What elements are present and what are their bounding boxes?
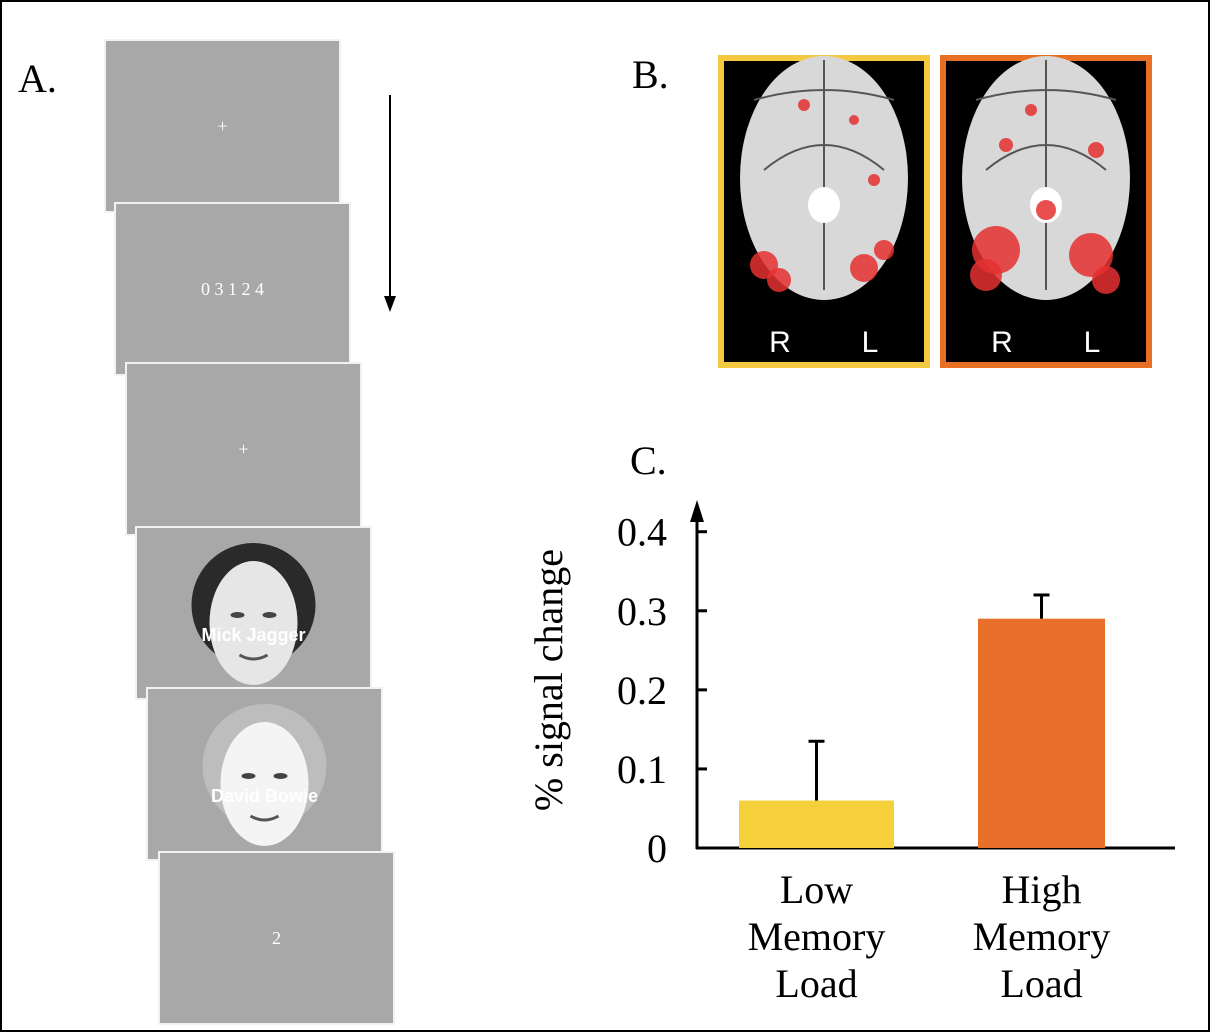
slide: David Bowie — [146, 687, 383, 861]
slide-bg — [114, 202, 351, 376]
activation — [999, 138, 1013, 152]
y-tick-label: 0.1 — [617, 747, 667, 792]
slide: 2 — [158, 851, 395, 1025]
error-bar — [808, 739, 825, 801]
hemisphere-label: L — [862, 326, 879, 359]
activation — [1069, 233, 1113, 277]
x-tick-label: Low Memory Load — [747, 867, 886, 1006]
y-tick-label: 0.2 — [617, 668, 667, 713]
activation — [767, 268, 791, 292]
activation — [1025, 104, 1037, 116]
y-axis-arrow — [690, 500, 704, 522]
brainstem — [808, 187, 840, 223]
y-axis-label: % signal change — [526, 549, 571, 811]
slide-text: 2 — [272, 928, 281, 948]
brain-fold — [753, 60, 895, 290]
face-name: David Bowie — [211, 786, 318, 806]
slide: + — [104, 39, 341, 213]
slide-bg — [104, 39, 341, 213]
hemisphere-label: R — [769, 326, 791, 359]
activation — [970, 259, 1002, 291]
activation — [874, 240, 894, 260]
activation — [849, 115, 859, 125]
eye — [241, 773, 256, 779]
hemisphere-label: L — [1084, 326, 1101, 359]
brain-fold — [975, 60, 1117, 290]
bar — [978, 618, 1105, 848]
slide-text: 0 3 1 2 4 — [201, 279, 264, 299]
mouth — [249, 814, 280, 822]
panel-label: B. — [632, 52, 669, 97]
slide: 0 3 1 2 4 — [114, 202, 351, 376]
activation — [798, 99, 810, 111]
time-arrow — [384, 95, 396, 312]
y-tick-label: 0.4 — [617, 510, 667, 555]
activation — [1088, 142, 1104, 158]
activation — [1036, 200, 1056, 220]
panel-label: C. — [630, 438, 667, 483]
hemisphere-label: R — [991, 326, 1013, 359]
x-tick-label: High Memory Load — [972, 867, 1111, 1006]
slide-text: + — [238, 439, 248, 459]
slide-text: + — [217, 116, 227, 136]
face-name: Mick Jagger — [201, 625, 305, 645]
slide: + — [125, 362, 362, 536]
mouth — [238, 653, 269, 661]
face — [220, 722, 309, 846]
slide: Mick Jagger — [135, 526, 372, 700]
y-tick-label: 0.3 — [617, 589, 667, 634]
eye — [262, 612, 277, 618]
y-tick-label: 0 — [647, 826, 667, 871]
slide-bg — [158, 851, 395, 1025]
activation — [1092, 266, 1120, 294]
face — [209, 561, 298, 685]
eye — [230, 612, 245, 618]
activation — [868, 174, 880, 186]
error-bar — [1033, 593, 1050, 619]
activation — [850, 254, 878, 282]
panel-label: A. — [18, 56, 57, 101]
eye — [273, 773, 288, 779]
bar — [739, 800, 894, 848]
